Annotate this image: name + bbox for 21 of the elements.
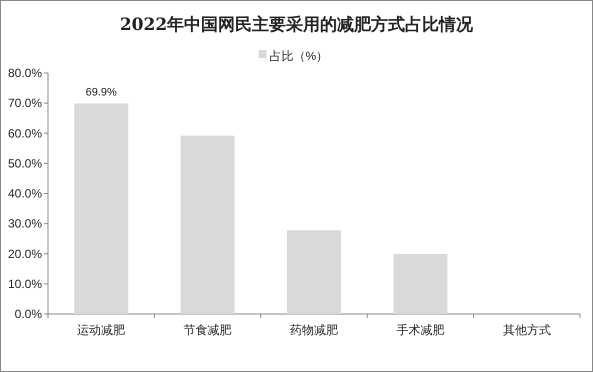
- bar: [74, 103, 128, 314]
- y-tick-label: 10.0%: [8, 276, 42, 291]
- y-tick-label: 40.0%: [8, 186, 42, 200]
- bar: [180, 136, 235, 314]
- y-tick-label: 80.0%: [8, 66, 42, 80]
- bar: [287, 230, 341, 314]
- x-tick-label: 手术减肥: [396, 323, 444, 337]
- legend-label: 占比（%）: [270, 49, 328, 63]
- y-tick-label: 0.0%: [14, 307, 42, 321]
- x-tick-label: 药物减肥: [290, 323, 338, 337]
- y-tick-label: 70.0%: [8, 96, 42, 110]
- y-tick-label: 20.0%: [8, 246, 42, 261]
- chart-title: 2022年中国网民主要采用的减肥方式占比情况: [120, 15, 474, 35]
- y-tick-label: 50.0%: [8, 156, 42, 170]
- bar: [393, 254, 448, 314]
- y-tick-label: 30.0%: [8, 216, 42, 231]
- x-tick-label: 其他方式: [502, 323, 551, 337]
- x-tick-label: 节食减肥: [184, 323, 232, 337]
- x-tick-label: 运动减肥: [77, 323, 126, 337]
- y-tick-label: 60.0%: [8, 126, 42, 140]
- text: 69.9%: [86, 86, 117, 98]
